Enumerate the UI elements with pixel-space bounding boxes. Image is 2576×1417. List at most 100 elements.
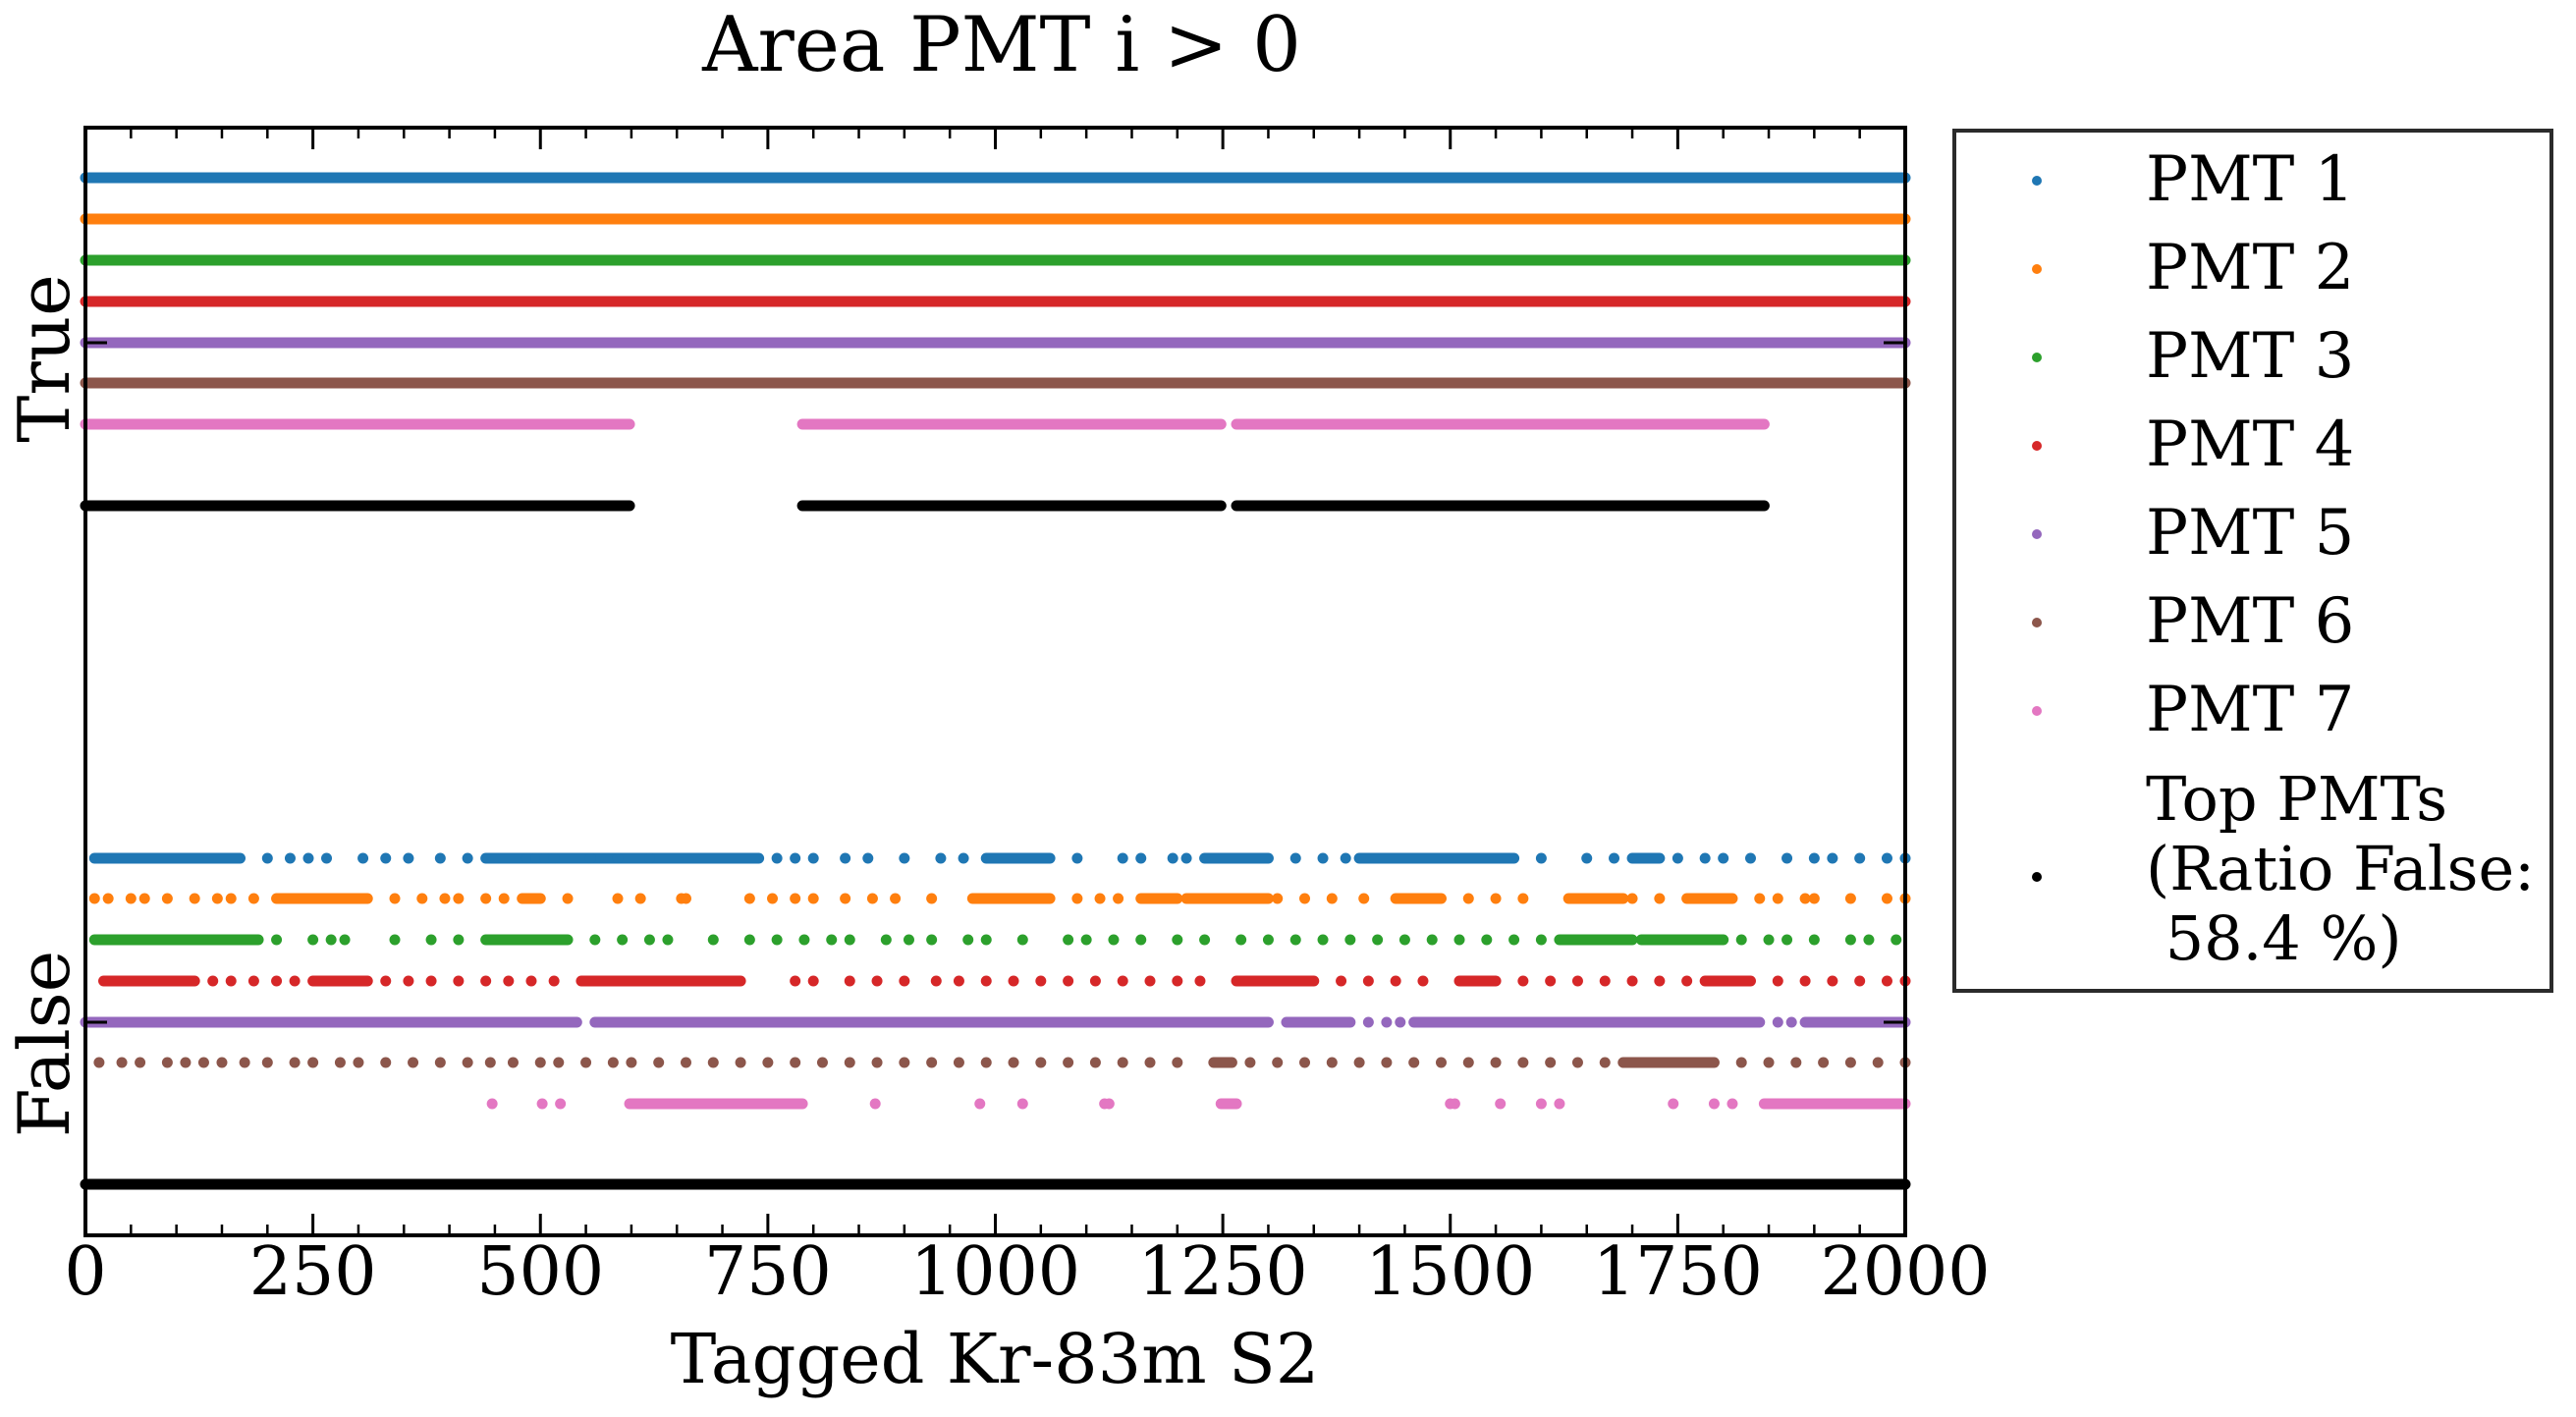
false-point xyxy=(1381,1016,1393,1028)
false-point xyxy=(899,1057,910,1068)
false-point xyxy=(1827,852,1838,864)
false-point xyxy=(980,975,992,987)
false-point xyxy=(1881,893,1892,904)
false-point xyxy=(530,852,542,864)
x-tick-label: 0 xyxy=(64,1233,106,1311)
false-point xyxy=(1135,934,1147,946)
false-point xyxy=(1790,1057,1802,1068)
false-point xyxy=(617,934,629,946)
false-point xyxy=(1449,1098,1460,1110)
false-point xyxy=(302,852,314,864)
false-point xyxy=(1289,934,1301,946)
false-point xyxy=(1063,975,1074,987)
false-point xyxy=(1340,852,1351,864)
false-point xyxy=(880,934,892,946)
false-point xyxy=(1571,975,1583,987)
legend-label: PMT 5 xyxy=(2146,497,2354,570)
false-point xyxy=(844,1057,855,1068)
false-point xyxy=(1599,1057,1611,1068)
false-point xyxy=(462,852,473,864)
series-1 xyxy=(80,172,1911,864)
false-point xyxy=(261,1057,273,1068)
false-point xyxy=(866,893,878,904)
x-tick-label: 750 xyxy=(704,1233,832,1311)
series-7 xyxy=(80,418,1911,1110)
false-point xyxy=(1772,1016,1783,1028)
false-point xyxy=(1599,975,1611,987)
false-point xyxy=(762,1057,774,1068)
false-point xyxy=(1763,934,1775,946)
false-point xyxy=(1063,934,1074,946)
false-point xyxy=(1495,1098,1507,1110)
legend-marker-top-pmts xyxy=(2032,872,2042,882)
false-point xyxy=(1299,893,1311,904)
false-point xyxy=(1381,1057,1393,1068)
false-point xyxy=(1435,1057,1447,1068)
false-point xyxy=(1008,975,1019,987)
false-point xyxy=(1353,1057,1365,1068)
false-point xyxy=(980,934,992,946)
false-point xyxy=(816,1057,828,1068)
false-point xyxy=(1272,893,1284,904)
false-point xyxy=(1272,1057,1284,1068)
false-point xyxy=(1358,893,1370,904)
false-point xyxy=(1071,852,1083,864)
false-point xyxy=(536,1098,548,1110)
false-point xyxy=(1626,975,1638,987)
false-point xyxy=(380,1057,392,1068)
x-tick-label: 1000 xyxy=(910,1233,1080,1311)
false-point xyxy=(1735,1057,1747,1068)
false-point xyxy=(211,893,223,904)
false-point xyxy=(425,934,437,946)
false-point xyxy=(580,1057,592,1068)
false-point xyxy=(1317,934,1329,946)
false-point xyxy=(871,975,883,987)
false-point xyxy=(1609,852,1620,864)
false-point xyxy=(380,975,392,987)
false-point xyxy=(1117,1057,1128,1068)
false-point xyxy=(548,852,560,864)
series-3 xyxy=(80,254,1911,946)
false-point xyxy=(453,893,465,904)
false-point xyxy=(453,975,465,987)
false-point xyxy=(1827,975,1838,987)
plot-frame xyxy=(83,126,1907,1237)
legend-label: PMT 1 xyxy=(2146,143,2354,216)
y-category-false: False xyxy=(3,951,85,1138)
false-point xyxy=(1035,1057,1047,1068)
false-point xyxy=(790,1057,801,1068)
false-point xyxy=(1299,1057,1311,1068)
false-point xyxy=(735,1057,746,1068)
false-point xyxy=(1289,852,1301,864)
false-point xyxy=(1462,1057,1474,1068)
false-point xyxy=(840,852,851,864)
false-point xyxy=(1668,1098,1679,1110)
false-point xyxy=(1490,893,1502,904)
false-point xyxy=(612,852,624,864)
false-point xyxy=(1199,934,1211,946)
false-point xyxy=(790,852,801,864)
false-point xyxy=(1763,1057,1775,1068)
false-point xyxy=(1113,893,1124,904)
false-point xyxy=(589,934,601,946)
false-point xyxy=(1172,975,1183,987)
false-point xyxy=(1417,975,1429,987)
false-point xyxy=(1718,852,1729,864)
false-point xyxy=(1172,1057,1183,1068)
false-point xyxy=(125,893,137,904)
false-point xyxy=(1672,852,1683,864)
x-tick-label: 1500 xyxy=(1365,1233,1535,1311)
false-point xyxy=(807,852,819,864)
false-point xyxy=(207,975,219,987)
false-point xyxy=(1581,852,1593,864)
false-point xyxy=(102,893,114,904)
false-point xyxy=(389,893,401,904)
false-point xyxy=(462,1057,473,1068)
x-axis: 0 250 500 750 1000 1250 1500 1750 2000 xyxy=(64,128,1991,1311)
false-point xyxy=(807,975,819,987)
false-point xyxy=(634,893,646,904)
false-point xyxy=(1395,1016,1406,1028)
false-point xyxy=(1744,852,1756,864)
false-point xyxy=(771,852,783,864)
false-point xyxy=(1854,975,1866,987)
